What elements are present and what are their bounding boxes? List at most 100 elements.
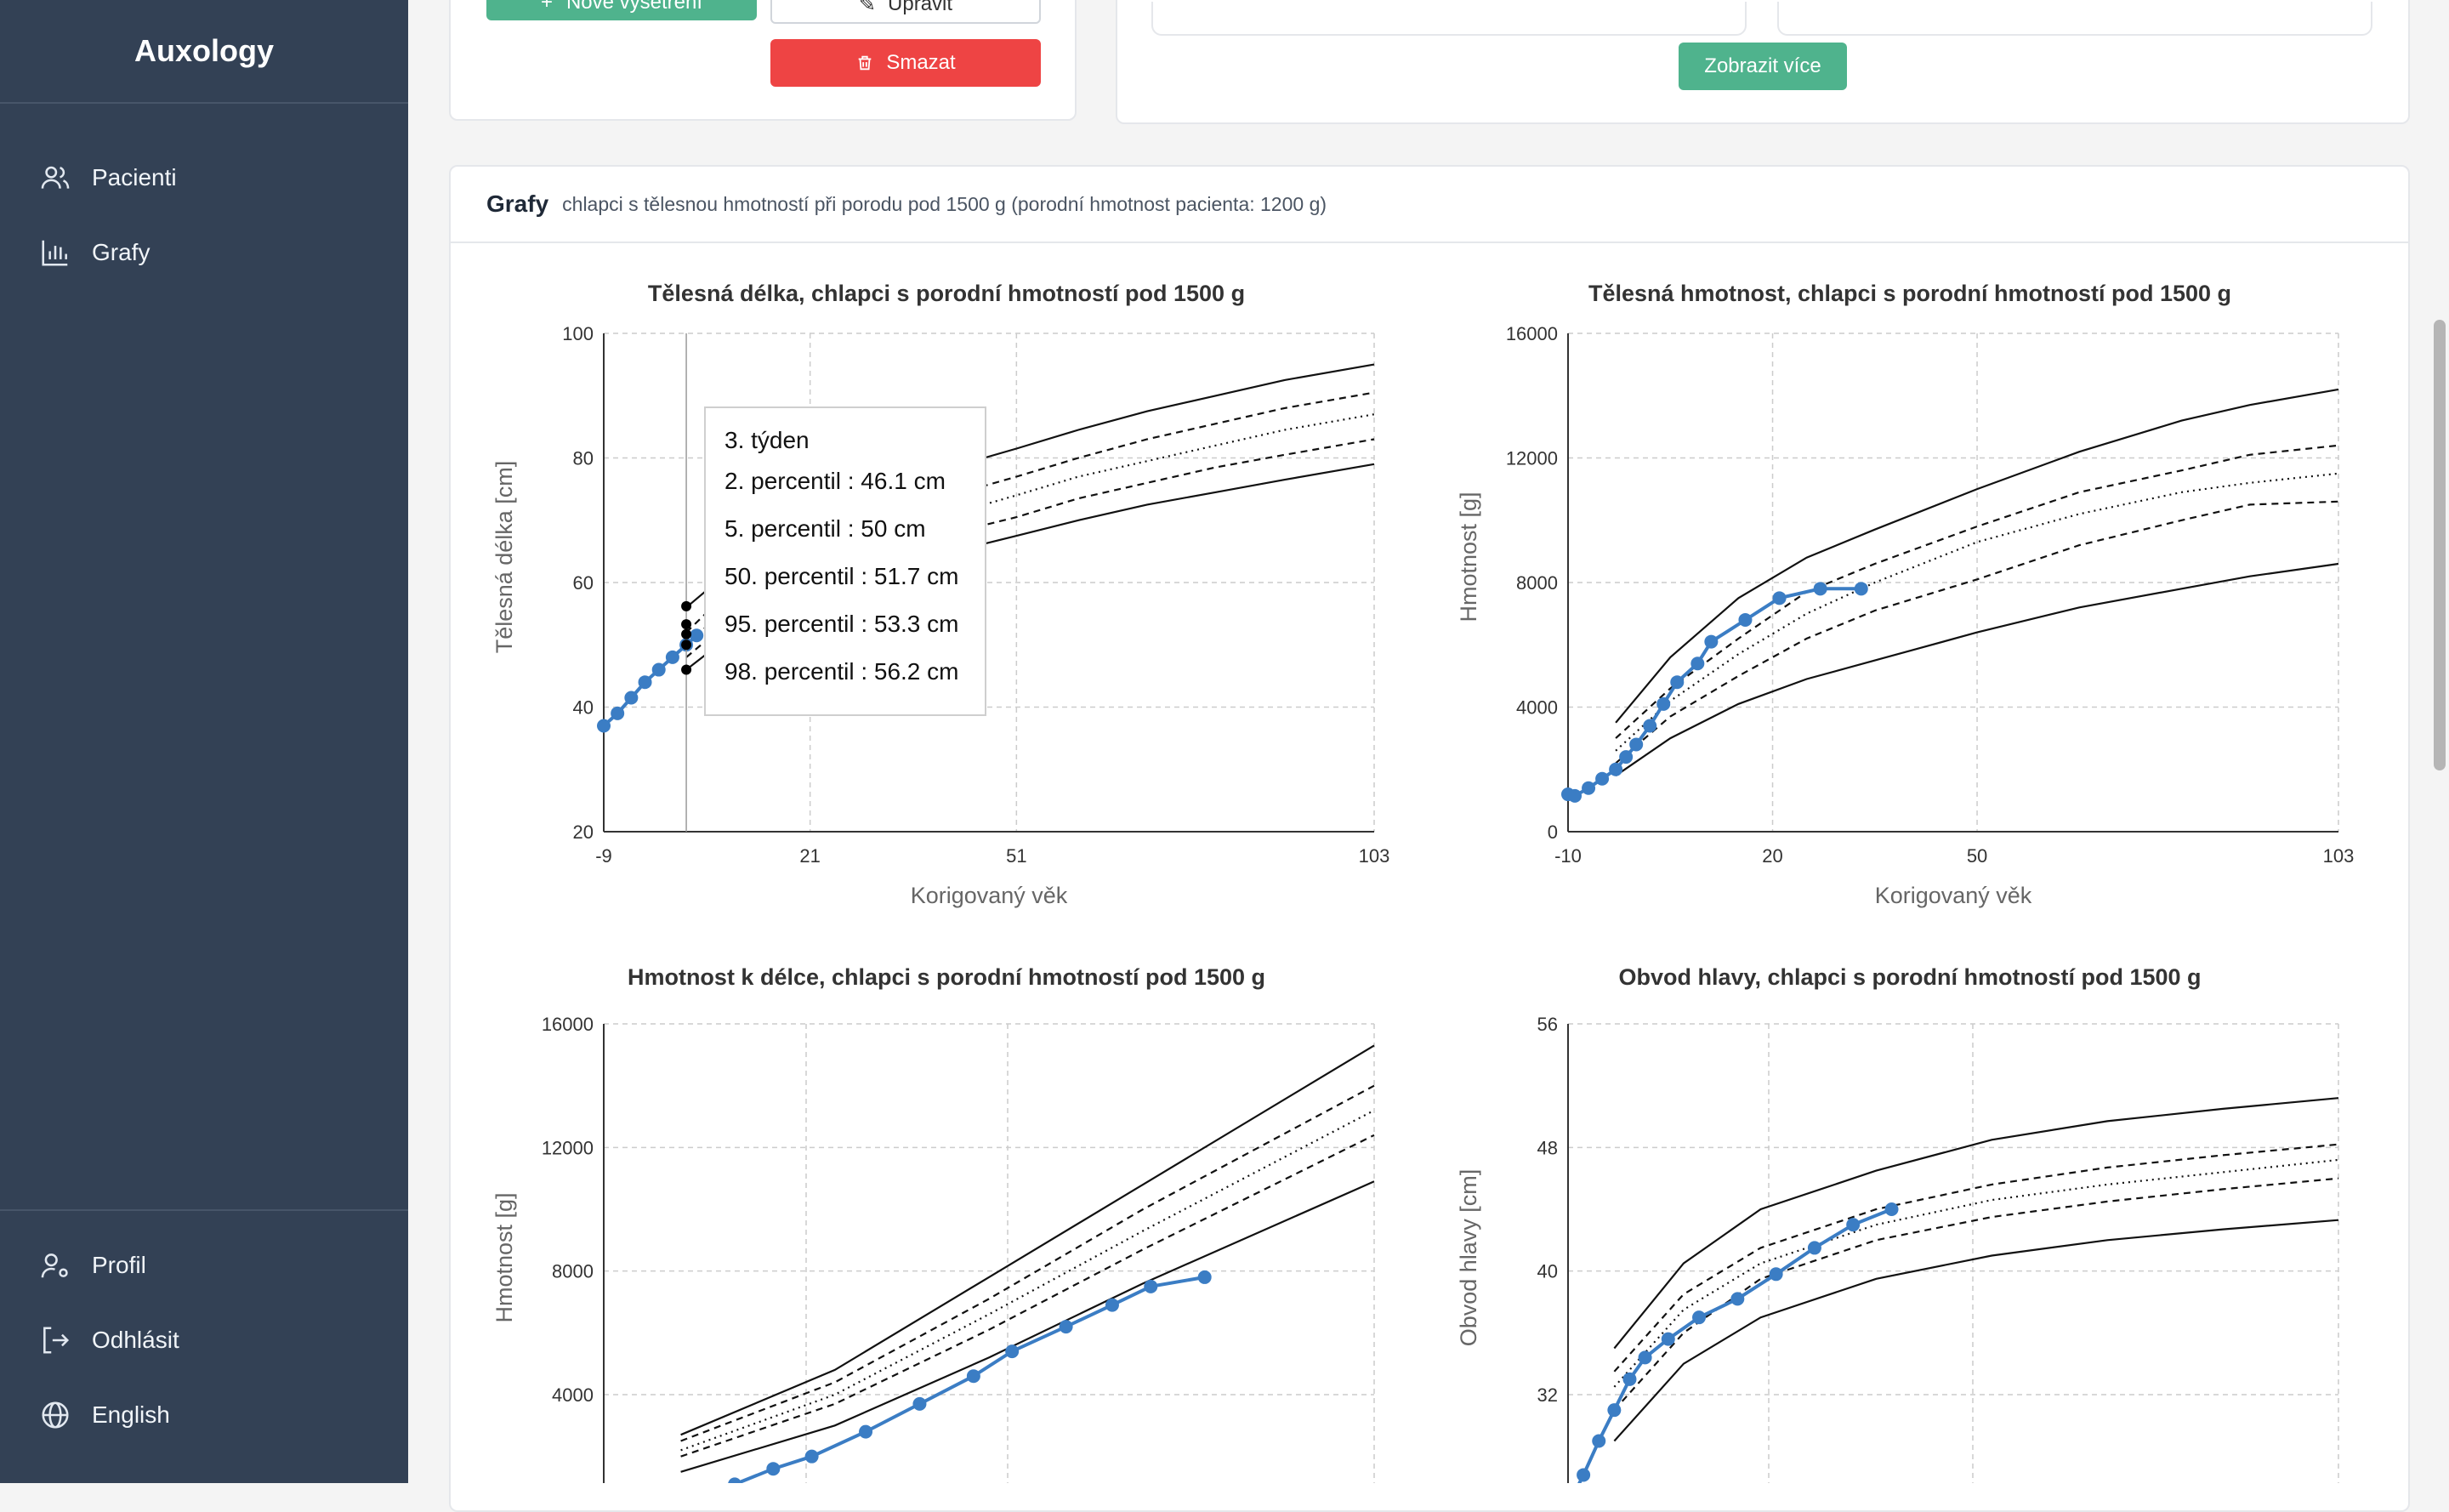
y-tick-label: 48 — [1537, 1137, 1558, 1158]
chart-body-length[interactable]: Tělesná délka, chlapci s porodní hmotnos… — [476, 272, 1429, 918]
patient-data-point — [1704, 634, 1719, 649]
percentile-line-p95 — [1615, 444, 2339, 739]
percentile-line-p50 — [680, 1109, 1375, 1452]
sidebar-item-grafy[interactable]: Grafy — [0, 215, 408, 290]
sidebar-item-odhlasit[interactable]: Odhlásit — [0, 1303, 408, 1378]
new-exam-button[interactable]: + Nové vyšetření — [486, 0, 757, 20]
y-tick-label: 40 — [573, 697, 594, 719]
charts-card: Grafy chlapci s tělesnou hmotností při p… — [449, 165, 2410, 1512]
patient-data-point — [1884, 1202, 1899, 1216]
y-axis-label: Obvod hlavy [cm] — [1456, 1169, 1481, 1347]
logout-icon — [43, 1327, 70, 1354]
bar-chart-icon — [42, 240, 68, 266]
tooltip-title: 3. týden — [724, 427, 810, 453]
delete-button[interactable]: Smazat — [770, 39, 1041, 87]
chart-weight-for-length[interactable]: Hmotnost k délce, chlapci s porodní hmot… — [476, 956, 1429, 1483]
info-field-right — [1777, 2, 2372, 36]
chart-title: Tělesná hmotnost, chlapci s porodní hmot… — [1588, 281, 2231, 306]
patient-info-card: Zobrazit více — [1116, 0, 2410, 124]
grid: 0 4000 8000 12000 16000 -10 20 50 103 — [1506, 323, 2355, 867]
edit-button[interactable]: ✎ Upravit — [770, 0, 1041, 24]
patient-data-point — [651, 662, 666, 677]
percentile-line-p50 — [1613, 1158, 2339, 1388]
sidebar-item-profil[interactable]: Profil — [0, 1228, 408, 1303]
y-tick-label: 12000 — [1506, 448, 1558, 469]
chart-title: Tělesná délka, chlapci s porodní hmotnos… — [648, 281, 1245, 306]
patient-data-point — [597, 719, 611, 733]
patient-data-point — [1738, 612, 1753, 627]
brand-logo[interactable]: Auxology — [0, 0, 408, 104]
grid: 32 40 48 56 — [1537, 1014, 2339, 1483]
patient-actions-card: + Nové vyšetření ✎ Upravit Smazat — [449, 0, 1077, 121]
delete-label: Smazat — [886, 51, 956, 74]
trash-icon — [858, 55, 872, 71]
patient-data-point — [1846, 1218, 1861, 1232]
x-tick-label: 103 — [1359, 845, 1390, 867]
chart-body-weight[interactable]: Tělesná hmotnost, chlapci s porodní hmot… — [1440, 272, 2384, 918]
patient-data-point — [1643, 719, 1657, 733]
chart-title: Hmotnost k délce, chlapci s porodní hmot… — [628, 964, 1265, 990]
chart-title: Obvod hlavy, chlapci s porodní hmotností… — [1618, 964, 2201, 990]
patient-data-point — [1730, 1292, 1745, 1306]
hover-point — [681, 628, 692, 639]
patient-data-point — [665, 650, 679, 664]
sidebar-item-label: Odhlásit — [92, 1327, 179, 1353]
patient-data-point — [1005, 1344, 1020, 1359]
x-axis-label: Korigovaný věk — [1875, 883, 2032, 908]
sidebar-nav-bottom: Profil Odhlásit English — [0, 1209, 408, 1452]
sidebar: Auxology Pacienti Grafy Profil — [0, 0, 408, 1483]
patient-data-point — [611, 706, 625, 720]
y-tick-label: 0 — [1548, 821, 1558, 843]
patient-data-point — [1690, 657, 1705, 671]
x-tick-label: 20 — [1762, 845, 1782, 867]
x-axis-label: Korigovaný věk — [911, 883, 1068, 908]
patient-data-point — [1807, 1241, 1821, 1255]
patient-data-point — [1813, 582, 1827, 596]
user-gear-icon — [41, 1253, 68, 1278]
patient-data-point — [1592, 1434, 1606, 1448]
charts-subtitle: chlapci s tělesnou hmotností při porodu … — [562, 192, 1327, 215]
percentile-line-p95 — [685, 391, 1375, 634]
sidebar-item-label: Profil — [92, 1252, 146, 1278]
hover-point — [681, 600, 692, 611]
y-tick-label: 80 — [573, 448, 594, 469]
globe-icon — [42, 1401, 69, 1429]
page-scrollbar[interactable] — [2434, 320, 2446, 770]
y-tick-label: 4000 — [1516, 697, 1558, 719]
patient-data-point — [1670, 675, 1685, 690]
sidebar-item-label: Grafy — [92, 239, 151, 265]
x-tick-label: 21 — [799, 845, 820, 867]
show-more-label: Zobrazit více — [1704, 54, 1821, 77]
sidebar-item-english[interactable]: English — [0, 1378, 408, 1452]
tooltip-line: 50. percentil : 51.7 cm — [724, 563, 959, 589]
patient-data-point — [1568, 788, 1582, 803]
x-tick-label: 103 — [2323, 845, 2355, 867]
x-tick-label: -9 — [595, 845, 612, 867]
percentile-line-p95 — [1613, 1143, 2339, 1373]
percentile-line-p98 — [1613, 1097, 2339, 1350]
y-tick-label: 40 — [1537, 1261, 1558, 1282]
patient-data-point — [638, 675, 652, 690]
y-axis-label: Tělesná délka [cm] — [492, 461, 517, 654]
patient-data-point — [1638, 1350, 1652, 1365]
sidebar-item-pacienti[interactable]: Pacienti — [0, 140, 408, 215]
y-axis-label: Hmotnost [g] — [1456, 492, 1481, 622]
y-tick-label: 4000 — [552, 1384, 594, 1406]
patient-data-point — [1769, 1267, 1783, 1282]
x-tick-label: 50 — [1967, 845, 1987, 867]
tooltip-line: 2. percentil : 46.1 cm — [724, 468, 946, 494]
patient-data-point — [1197, 1270, 1212, 1284]
percentile-line-p5 — [1613, 1177, 2339, 1411]
percentile-line-p5 — [1615, 500, 2339, 765]
y-tick-label: 100 — [562, 323, 594, 344]
patient-series-line — [731, 1275, 1206, 1483]
percentile-line-p98 — [1615, 388, 2339, 724]
info-field-left — [1151, 2, 1747, 36]
chart-head-circumference[interactable]: Obvod hlavy, chlapci s porodní hmotností… — [1440, 956, 2384, 1483]
hover-point — [681, 664, 692, 675]
show-more-button[interactable]: Zobrazit více — [1679, 43, 1847, 90]
percentile-line-p2 — [1613, 1219, 2339, 1442]
percentile-line-p5 — [685, 438, 1375, 658]
charts-header: Grafy chlapci s tělesnou hmotností při p… — [451, 167, 2408, 243]
patient-data-point — [1595, 771, 1610, 786]
